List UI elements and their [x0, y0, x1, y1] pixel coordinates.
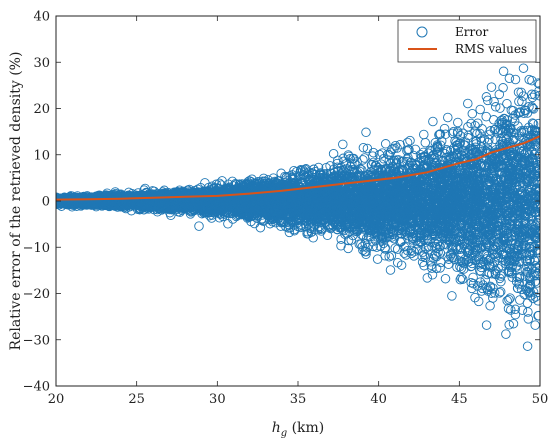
error-point [385, 265, 396, 275]
error-point [328, 148, 339, 159]
error-point [322, 230, 333, 241]
error-point [473, 296, 484, 307]
error-point [498, 66, 509, 77]
error-point [468, 272, 478, 283]
error-point [467, 108, 478, 119]
error-point [336, 241, 346, 251]
error-point [440, 273, 451, 284]
error-point [509, 116, 520, 126]
error-point [399, 248, 410, 258]
error-point [470, 292, 480, 303]
error-point [368, 151, 378, 161]
error-point [510, 304, 521, 315]
error-point [527, 245, 537, 255]
error-point [489, 96, 499, 107]
error-point [533, 78, 540, 88]
error-point [494, 288, 505, 298]
error-point [380, 139, 391, 149]
error-point [463, 98, 473, 109]
error-point [508, 318, 519, 329]
error-point [527, 92, 538, 103]
error-point [386, 250, 397, 261]
error-point [451, 243, 461, 253]
error-point [523, 314, 534, 324]
error-point [313, 162, 324, 173]
error-point [343, 243, 353, 254]
error-point [348, 153, 359, 164]
error-point [504, 320, 514, 330]
error-point [504, 73, 515, 84]
